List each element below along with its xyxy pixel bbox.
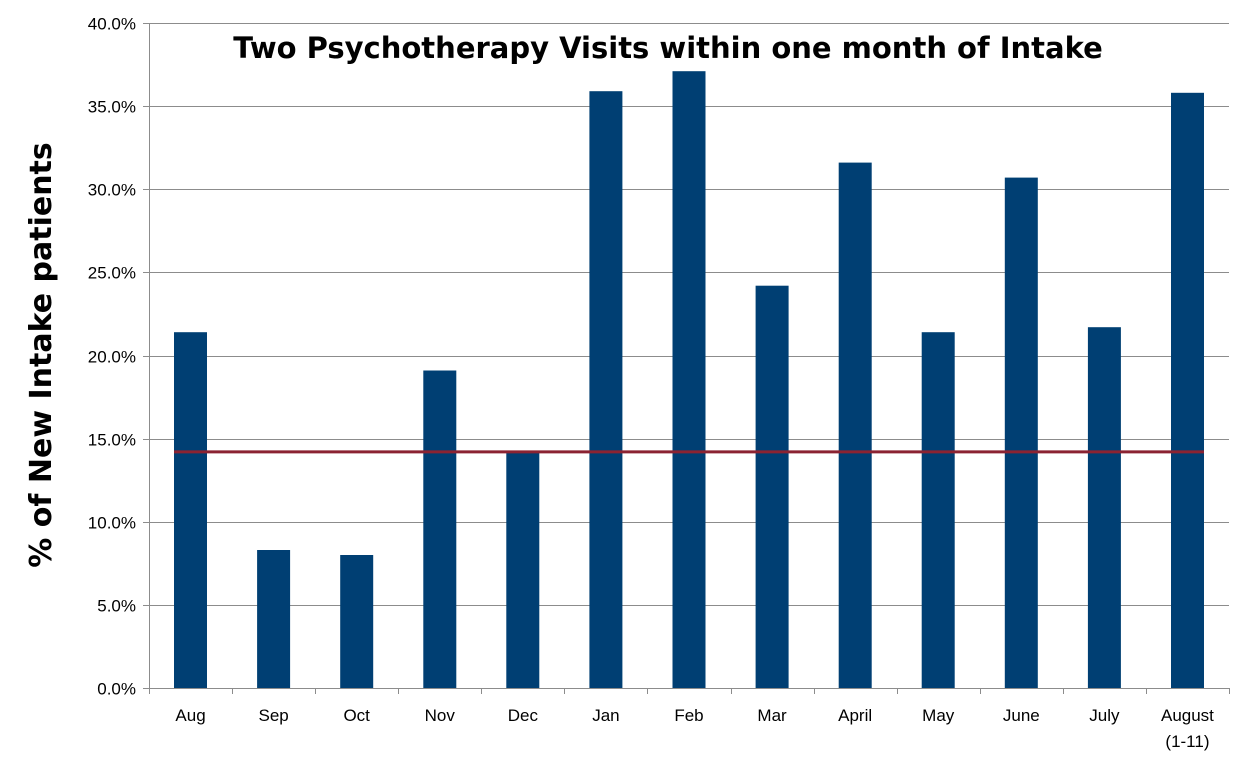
bar — [755, 285, 789, 688]
y-tick-label: 25.0% — [88, 264, 136, 283]
x-tick-label: July — [1089, 706, 1120, 725]
bar — [1004, 177, 1038, 688]
bar — [838, 162, 872, 689]
bar — [589, 91, 623, 688]
y-axis-ticks: 0.0% 5.0% 10.0% 15.0% 20.0% 25.0% 30.0% 35.0% 40… — [88, 15, 149, 699]
y-tick-label: 10.0% — [88, 514, 136, 533]
bar — [257, 550, 291, 688]
bars — [174, 71, 1204, 689]
bar — [423, 370, 457, 688]
bar — [1087, 327, 1121, 688]
bar — [174, 332, 207, 688]
y-tick-label: 40.0% — [88, 15, 136, 34]
x-tick-label: Dec — [508, 706, 539, 725]
x-tick-label: April — [838, 706, 872, 725]
y-tick-label: 20.0% — [88, 348, 136, 367]
x-tick-label: Jan — [592, 706, 619, 725]
x-tick-label: May — [922, 706, 955, 725]
x-tick-label: Aug — [175, 706, 205, 725]
bar — [506, 451, 540, 688]
y-tick-label: 0.0% — [97, 680, 136, 699]
bar — [672, 71, 706, 688]
x-tick-label: Feb — [674, 706, 703, 725]
x-tick-label: August (1-11) — [1161, 706, 1214, 751]
x-tick-label: June — [1003, 706, 1040, 725]
bar — [1171, 92, 1204, 689]
y-tick-label: 5.0% — [97, 597, 136, 616]
x-tick-label: Oct — [343, 706, 370, 725]
y-axis-title: % of New Intake patients — [24, 142, 59, 568]
chart-title: Two Psychotherapy Visits within one mont… — [233, 31, 1103, 65]
x-tick-label: Sep — [258, 706, 288, 725]
axes — [149, 23, 1229, 689]
y-tick-label: 15.0% — [88, 431, 136, 450]
x-axis-ticks: Aug Sep Oct Nov Dec Jan Feb Mar April May June July… — [149, 688, 1230, 751]
bar — [921, 332, 955, 688]
bar — [340, 555, 374, 688]
y-tick-label: 35.0% — [88, 98, 136, 117]
x-tick-label: Nov — [425, 706, 456, 725]
x-tick-label: Mar — [757, 706, 787, 725]
y-tick-label: 30.0% — [88, 181, 136, 200]
